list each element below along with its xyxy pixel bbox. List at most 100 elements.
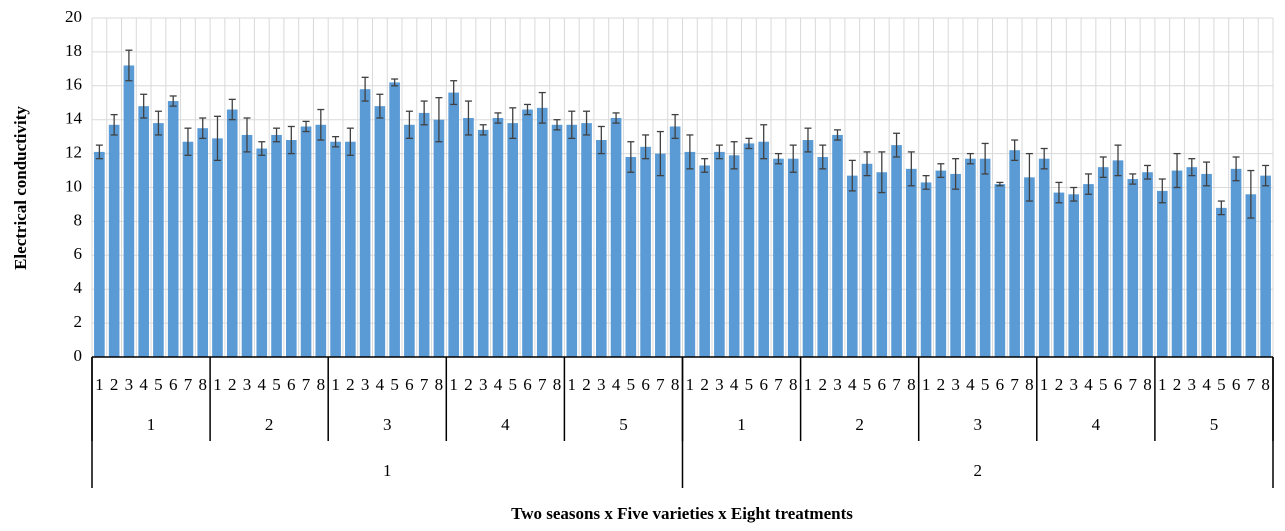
x-tick-label: 7 bbox=[892, 375, 901, 394]
bar bbox=[610, 118, 622, 357]
x-tick-label: 4 bbox=[848, 375, 857, 394]
bar bbox=[182, 141, 194, 357]
y-tick-label: 18 bbox=[65, 41, 82, 60]
y-axis-label: Electrical conductivity bbox=[11, 106, 30, 270]
y-tick-label: 6 bbox=[74, 244, 83, 263]
x-tick-label: 8 bbox=[317, 375, 326, 394]
bar bbox=[802, 140, 814, 357]
x-tick-label: 2 bbox=[700, 375, 709, 394]
x-tick-label: 5 bbox=[272, 375, 281, 394]
x-tick-label: 7 bbox=[1247, 375, 1256, 394]
bar bbox=[330, 141, 341, 357]
x-tick-label: 4 bbox=[376, 375, 385, 394]
bar bbox=[108, 124, 120, 357]
variety-label: 2 bbox=[265, 415, 274, 434]
x-tick-label: 4 bbox=[730, 375, 739, 394]
bar bbox=[1009, 150, 1020, 357]
bar bbox=[1083, 184, 1094, 357]
bar bbox=[1142, 172, 1153, 357]
bar bbox=[640, 146, 651, 357]
bar bbox=[920, 182, 932, 357]
x-tick-label: 1 bbox=[922, 375, 931, 394]
x-tick-label: 3 bbox=[715, 375, 724, 394]
x-tick-label: 8 bbox=[1261, 375, 1270, 394]
bar bbox=[979, 158, 991, 357]
season-label: 1 bbox=[383, 461, 392, 480]
x-tick-label: 3 bbox=[833, 375, 842, 394]
bar bbox=[477, 129, 489, 357]
bar bbox=[1186, 167, 1198, 357]
x-tick-label: 7 bbox=[538, 375, 547, 394]
x-tick-label: 6 bbox=[169, 375, 178, 394]
bar bbox=[463, 118, 474, 357]
x-tick-label: 1 bbox=[331, 375, 340, 394]
x-tick-label: 7 bbox=[774, 375, 783, 394]
bar bbox=[1230, 168, 1242, 357]
bar bbox=[271, 134, 282, 357]
x-tick-label: 8 bbox=[789, 375, 798, 394]
bar bbox=[522, 109, 533, 357]
bar bbox=[448, 92, 459, 357]
x-tick-label: 6 bbox=[1114, 375, 1123, 394]
x-tick-label: 4 bbox=[258, 375, 267, 394]
x-tick-label: 3 bbox=[951, 375, 960, 394]
bar bbox=[1245, 194, 1257, 357]
x-tick-label: 4 bbox=[1084, 375, 1093, 394]
x-tick-label: 2 bbox=[582, 375, 591, 394]
bar bbox=[374, 106, 386, 357]
bar bbox=[714, 151, 725, 357]
x-tick-label: 5 bbox=[1217, 375, 1226, 394]
bar bbox=[669, 126, 681, 357]
bar bbox=[241, 134, 253, 357]
x-tick-label: 5 bbox=[627, 375, 636, 394]
bar bbox=[891, 145, 902, 357]
x-tick-label: 2 bbox=[346, 375, 355, 394]
x-tick-label: 3 bbox=[125, 375, 134, 394]
x-tick-label: 6 bbox=[759, 375, 768, 394]
x-tick-label: 4 bbox=[139, 375, 148, 394]
bar bbox=[507, 123, 519, 357]
bar bbox=[1038, 158, 1050, 357]
x-tick-label: 1 bbox=[568, 375, 577, 394]
x-tick-label: 3 bbox=[1188, 375, 1197, 394]
x-tick-label: 4 bbox=[494, 375, 503, 394]
x-tick-label: 1 bbox=[213, 375, 222, 394]
x-tick-label: 5 bbox=[390, 375, 399, 394]
bar bbox=[226, 109, 238, 357]
x-tick-label: 5 bbox=[745, 375, 754, 394]
bar bbox=[832, 134, 843, 357]
y-tick-label: 0 bbox=[74, 346, 83, 365]
x-tick-label: 7 bbox=[302, 375, 311, 394]
x-tick-label: 5 bbox=[508, 375, 517, 394]
bar bbox=[433, 119, 445, 357]
x-tick-label: 2 bbox=[1173, 375, 1182, 394]
bar bbox=[699, 165, 710, 357]
x-tick-label: 7 bbox=[1010, 375, 1019, 394]
bar bbox=[773, 158, 784, 357]
variety-label: 1 bbox=[737, 415, 746, 434]
x-axis-label: Two seasons x Five varieties x Eight tre… bbox=[511, 504, 853, 523]
variety-label: 2 bbox=[855, 415, 864, 434]
bar bbox=[345, 141, 356, 357]
bar bbox=[1216, 207, 1227, 357]
x-tick-label: 5 bbox=[981, 375, 990, 394]
bar bbox=[256, 148, 268, 357]
x-tick-label: 6 bbox=[641, 375, 650, 394]
bar bbox=[167, 101, 179, 358]
x-tick-label: 7 bbox=[184, 375, 193, 394]
x-tick-label: 6 bbox=[996, 375, 1005, 394]
x-tick-label: 2 bbox=[110, 375, 119, 394]
variety-label: 3 bbox=[974, 415, 983, 434]
bar bbox=[1053, 192, 1065, 357]
bar bbox=[212, 138, 223, 357]
bar bbox=[1156, 190, 1168, 357]
variety-label: 5 bbox=[1210, 415, 1219, 434]
bar bbox=[758, 141, 770, 357]
bar bbox=[595, 140, 607, 357]
x-tick-label: 6 bbox=[287, 375, 296, 394]
bar bbox=[359, 89, 371, 357]
bar bbox=[389, 82, 400, 357]
y-tick-label: 14 bbox=[65, 109, 83, 128]
bar bbox=[315, 124, 327, 357]
